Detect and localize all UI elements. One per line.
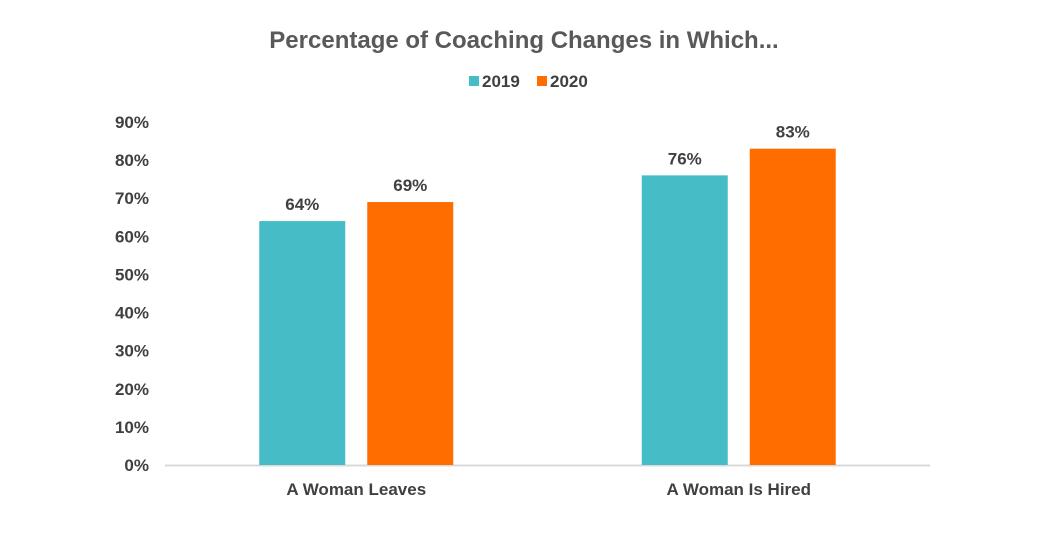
legend-label-2020: 2020 — [550, 72, 588, 91]
bar-2020-2 — [749, 148, 836, 465]
chart-title: Percentage of Coaching Changes in Which.… — [269, 27, 778, 54]
bar-2020-1 — [367, 202, 454, 466]
y-tick-label: 30% — [115, 342, 149, 361]
bars-group: 64% 69% 76% 83% — [259, 123, 836, 466]
y-axis: 0% 10% 20% 30% 40% 50% 60% 70% 80% 90% — [115, 113, 149, 475]
y-tick-label: 50% — [115, 265, 149, 284]
legend-swatch-2020 — [537, 76, 547, 86]
y-tick-label: 90% — [115, 113, 149, 132]
bar-2019-2 — [641, 175, 728, 465]
x-axis: A Woman Leaves A Woman Is Hired — [286, 480, 811, 499]
legend-label-2019: 2019 — [482, 72, 520, 91]
y-tick-label: 40% — [115, 304, 149, 323]
y-tick-label: 0% — [124, 456, 149, 475]
y-tick-label: 60% — [115, 227, 149, 246]
data-label: 76% — [668, 149, 702, 168]
data-label: 64% — [285, 195, 319, 214]
y-tick-label: 80% — [115, 151, 149, 170]
y-tick-label: 10% — [115, 418, 149, 437]
y-tick-label: 20% — [115, 380, 149, 399]
legend: 2019 2020 — [469, 72, 588, 91]
x-category-label: A Woman Is Hired — [666, 480, 811, 499]
y-tick-label: 70% — [115, 189, 149, 208]
data-label: 83% — [776, 123, 810, 142]
legend-swatch-2019 — [469, 76, 479, 86]
x-category-label: A Woman Leaves — [286, 480, 426, 499]
bar-2019-1 — [259, 221, 346, 465]
data-label: 69% — [393, 176, 427, 195]
